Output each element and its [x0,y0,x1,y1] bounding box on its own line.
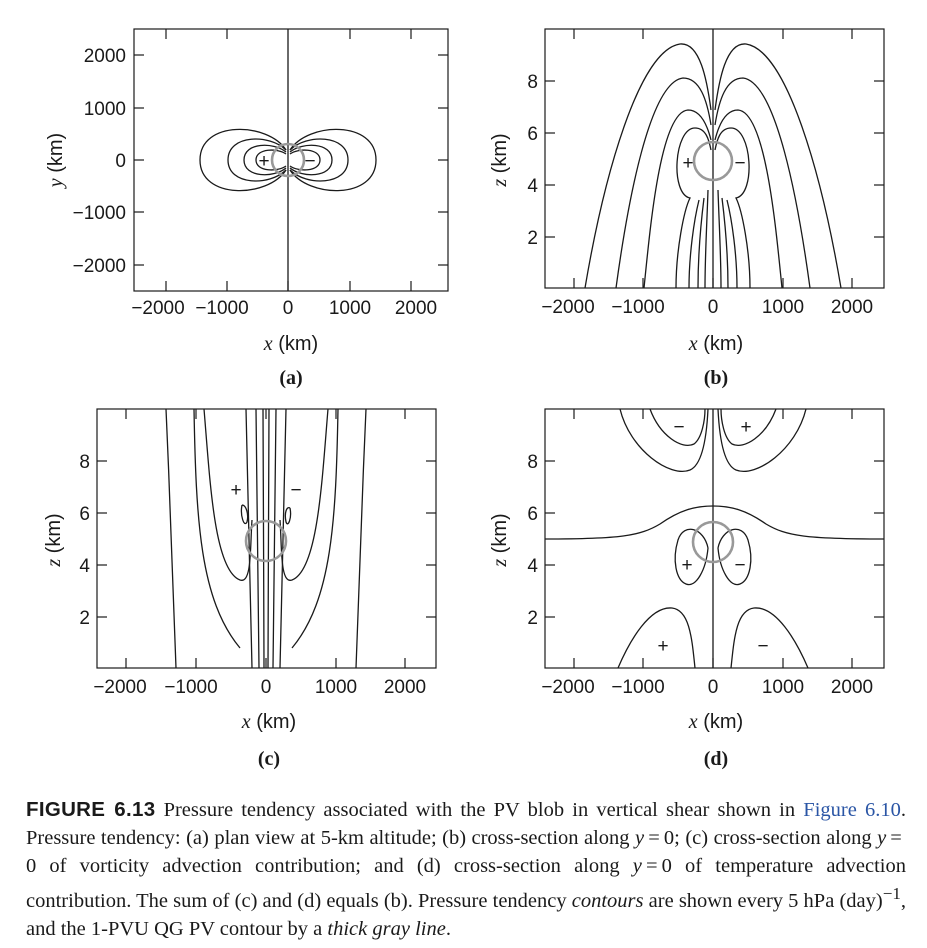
panel-b-ytick: 2 [527,228,538,249]
caption-text: . Pressure tendency: (a) plan view at 5-… [26,799,906,849]
panel-a-ylabel: y (km) [45,133,67,189]
panel-c-xlabel: x (km) [241,711,296,733]
panel-d-ylabel: z (km) [489,513,511,567]
panel-b-xtick: −1000 [611,297,664,318]
panel-d-xtick: 1000 [762,677,804,698]
panel-d-sign-minus: − [757,636,768,657]
panel-c-contours [165,408,367,669]
panel-d-ytick: 8 [527,452,538,473]
caption-variable: y [632,855,642,877]
panel-c-ytick: 2 [79,608,90,629]
panel-a-sign-minus: − [304,151,315,172]
panel-b-xtick: 1000 [762,297,804,318]
panel-b-xtick: −2000 [541,297,594,318]
panel-a-sign-plus: + [258,151,269,172]
panel-a-xtick: 0 [283,298,294,319]
caption-text: are shown every 5 hPa (day) [643,889,883,912]
panel-c-pv-contour [244,519,288,563]
caption-text: Pressure tendency associated with the PV… [155,799,804,821]
panel-d-xlabel: x (km) [688,711,743,733]
panel-c-ytick: 8 [79,452,90,473]
panel-a-xlabel: x (km) [263,333,318,355]
caption-emphasis: contours [571,889,644,912]
panel-c-label: (c) [258,748,280,770]
panel-b-xtick: 0 [708,297,719,318]
panel-d-xtick: −2000 [541,677,594,698]
panel-c-ylabel: z (km) [43,513,65,567]
panel-b-xlabel: x (km) [688,333,743,355]
panel-a-contours [199,29,377,291]
caption-emphasis: thick gray line [327,917,446,940]
figure-reference-link[interactable]: Figure 6.10 [803,799,901,821]
caption-superscript: −1 [882,884,901,903]
panel-a-ytick: −1000 [73,203,126,224]
panel-a-ticks [134,29,448,291]
panel-d-sign-plus: + [681,555,692,576]
panel-c-ytick: 4 [79,556,90,577]
caption-variable: y [635,827,645,849]
panel-a-frame [133,28,449,292]
panel-c-xtick: 1000 [315,677,357,698]
panel-d-ytick: 4 [527,556,538,577]
panel-c-xtick: 2000 [384,677,426,698]
panel-d-contours [544,408,885,669]
caption-text: , and the 1-PVU QG PV contour by a [26,889,907,940]
panel-b-contours [584,29,842,289]
caption-text: = 0 of temperature advection contributio… [26,855,907,912]
panel-a-ytick: 2000 [84,46,126,67]
panel-c-xtick: −2000 [93,677,146,698]
figure-caption: FIGURE 6.13 Pressure tendency associated… [26,796,906,943]
panel-d-xtick: 2000 [831,677,873,698]
panel-c-sign-plus: + [230,480,241,501]
panel-d-pv-contour [691,520,735,564]
panel-d-sign-plus: + [740,417,751,438]
panel-d-sign-minus: − [673,417,684,438]
panel-c-xtick: 0 [261,677,272,698]
panel-a: + − 2000 1000 0 −1000 −2000 −2000 −1000 … [45,28,449,389]
panel-b-ticks [545,29,884,288]
figure-panels: + − 2000 1000 0 −1000 −2000 −2000 −1000 … [43,28,885,770]
panel-b-xtick: 2000 [831,297,873,318]
panel-b-ytick: 6 [527,124,538,145]
panel-b-ytick: 8 [527,72,538,93]
panel-a-ytick: −2000 [73,256,126,277]
panel-b: + − 8 6 4 2 −2000 −1000 0 1000 2000 x (k… [489,28,885,389]
panel-c-ticks [97,409,436,668]
panel-d-ytick: 2 [527,608,538,629]
panel-d-label: (d) [704,748,728,770]
caption-text: = 0 of vorticity advection contribution;… [26,827,906,877]
panel-b-ytick: 4 [527,176,538,197]
panel-c: + − 8 6 4 2 −2000 −1000 0 1000 2000 x (k… [43,408,437,770]
panel-a-xtick: −2000 [131,298,184,319]
panel-d-sign-plus: + [657,636,668,657]
panel-a-label: (a) [279,367,302,389]
panel-d: − + + − + − 8 6 4 2 −2000 −1000 0 1000 2… [489,408,885,770]
panel-b-sign-plus: + [682,153,693,174]
panel-b-sign-minus: − [734,153,745,174]
panel-d-xtick: 0 [708,677,719,698]
panel-a-ytick: 1000 [84,99,126,120]
panel-a-ytick: 0 [115,151,126,172]
caption-text: . [445,917,451,940]
panel-a-xtick: −1000 [195,298,248,319]
panel-d-sign-minus: − [734,555,745,576]
panel-c-ytick: 6 [79,504,90,525]
caption-text: = 0; (c) cross-section along [644,827,878,849]
panel-c-sign-minus: − [290,480,301,501]
panel-d-xtick: −1000 [611,677,664,698]
panel-a-pv-contour [270,142,306,178]
panel-b-frame [544,28,885,289]
panel-d-ytick: 6 [527,504,538,525]
panel-c-frame [96,408,437,669]
panel-a-xtick: 2000 [395,298,437,319]
panel-a-xtick: 1000 [329,298,371,319]
figure-number: FIGURE 6.13 [26,798,156,821]
panel-c-xtick: −1000 [164,677,217,698]
caption-variable: y [877,827,887,849]
panel-b-label: (b) [704,367,728,389]
panel-b-ylabel: z (km) [489,133,511,187]
panel-b-pv-contour [692,140,734,182]
